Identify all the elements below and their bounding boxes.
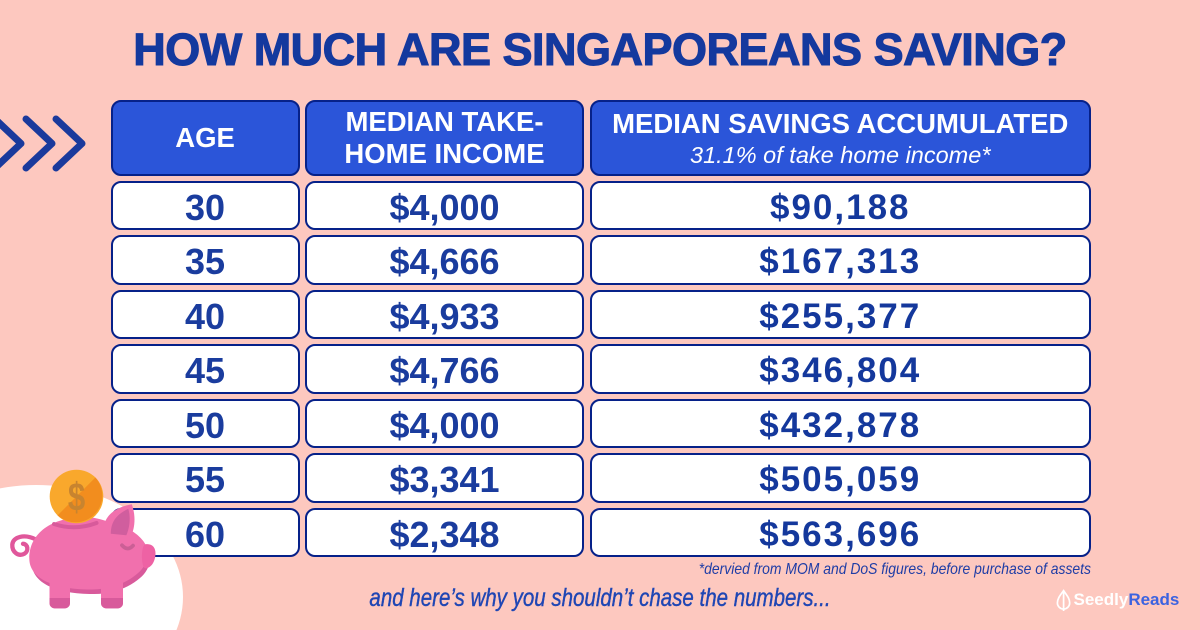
svg-text:$: $ bbox=[68, 475, 85, 520]
